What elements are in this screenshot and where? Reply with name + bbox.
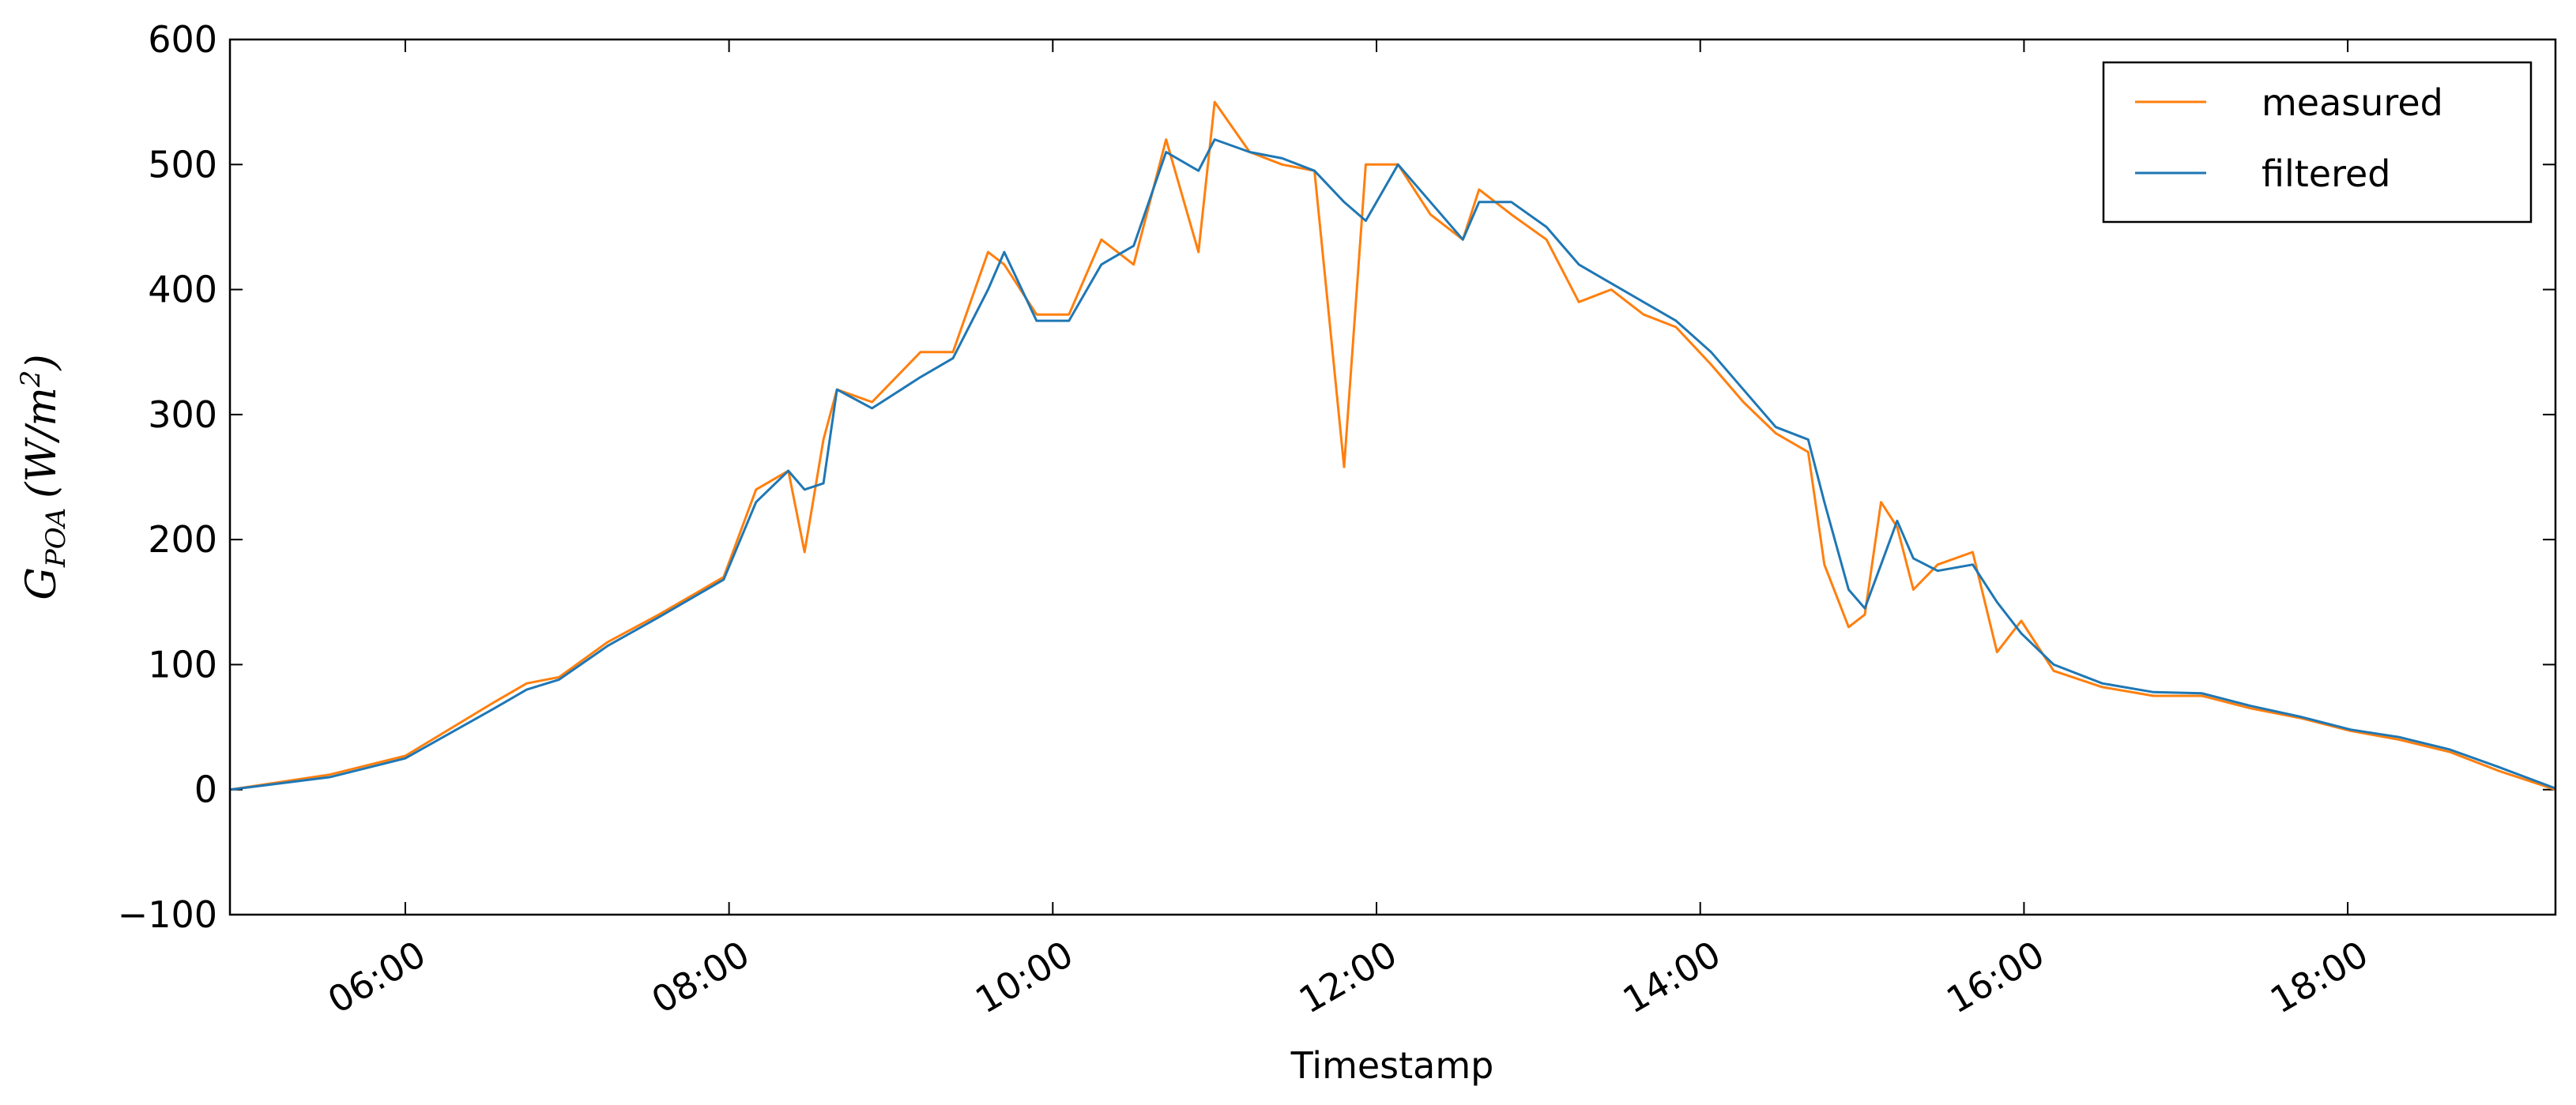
legend-label: filtered — [2262, 152, 2391, 195]
y-tick-label: 600 — [148, 18, 217, 61]
x-axis-label: Timestamp — [1290, 1044, 1494, 1087]
series-line — [229, 138, 2556, 791]
axes-frame — [228, 38, 2557, 916]
y-tick-label: 200 — [148, 518, 217, 561]
y-tick-label: 300 — [148, 393, 217, 436]
legend-box — [2102, 61, 2533, 224]
y-label-part: (W/m — [18, 387, 66, 498]
y-tick-label: 100 — [148, 643, 217, 686]
y-label-part: 2 — [15, 370, 47, 389]
series-line — [229, 100, 2556, 791]
x-tick-label: 08:00 — [645, 933, 757, 1022]
y-axis-label: GPOA (W/m2) — [15, 354, 72, 599]
y-label-part: POA — [40, 508, 72, 568]
y-tick-label: −100 — [118, 893, 217, 936]
x-tick-label: 12:00 — [1292, 933, 1404, 1022]
x-tick-label: 10:00 — [968, 933, 1080, 1022]
legend-label: measured — [2262, 81, 2443, 124]
y-tick-label: 0 — [194, 769, 217, 811]
y-tick-label: 400 — [148, 269, 217, 311]
y-label-part: G — [18, 567, 66, 600]
y-label-part: ) — [18, 354, 66, 370]
x-tick-label: 18:00 — [2263, 933, 2375, 1022]
y-tick-label: 500 — [148, 143, 217, 186]
x-tick-label: 14:00 — [1616, 933, 1728, 1022]
x-tick-label: 06:00 — [321, 933, 433, 1022]
x-tick-label: 16:00 — [1939, 933, 2051, 1022]
